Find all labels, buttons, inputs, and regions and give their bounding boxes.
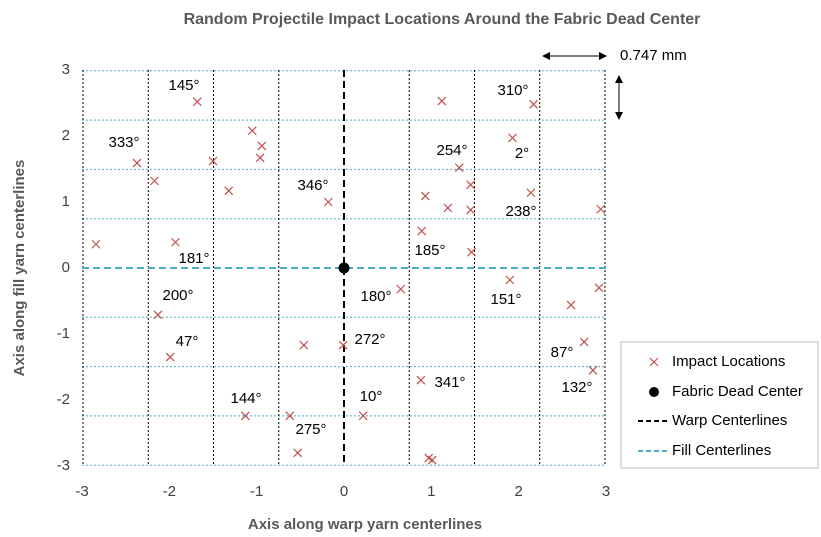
impact-marker [596, 204, 606, 214]
impact-marker [443, 203, 453, 213]
impact-marker [454, 163, 464, 173]
impact-marker [150, 176, 159, 186]
angle-annotation: 333° [108, 134, 139, 151]
angle-annotation: 341° [434, 374, 465, 391]
x-tick-label: 3 [602, 483, 610, 500]
impact-marker [594, 283, 604, 293]
angle-annotation: 181° [178, 250, 209, 267]
angle-annotation: 180° [360, 288, 391, 305]
impact-marker [132, 158, 142, 168]
impact-marker [417, 226, 427, 236]
angle-annotation: 272° [354, 331, 385, 348]
impact-marker [338, 340, 348, 350]
impact-marker [466, 180, 476, 190]
legend-label: Warp Centerlines [672, 412, 787, 429]
angle-annotation: 145° [168, 77, 199, 94]
impact-marker [165, 352, 175, 362]
impact-marker [529, 99, 538, 109]
y-tick-label: 3 [62, 61, 70, 78]
impact-marker [247, 126, 257, 136]
angle-annotation: 10° [360, 388, 383, 405]
impact-marker [171, 237, 180, 247]
impact-marker [192, 97, 202, 107]
x-tick-label: -2 [163, 483, 176, 500]
legend-marker [649, 357, 659, 367]
angle-annotation: 346° [297, 177, 328, 194]
impact-marker [285, 411, 295, 421]
impact-marker [299, 340, 309, 350]
legend-marker [649, 387, 659, 397]
impact-marker [508, 133, 517, 143]
impact-marker [466, 205, 476, 215]
angle-annotation: 151° [490, 291, 521, 308]
impact-marker [416, 375, 426, 385]
impact-marker [420, 191, 430, 201]
impact-marker [505, 275, 515, 285]
angle-annotation: 87° [551, 344, 574, 361]
legend-label: Impact Locations [672, 353, 785, 370]
x-axis-label: Axis along warp yarn centerlines [248, 516, 482, 533]
angle-annotation: 47° [176, 333, 199, 350]
impact-marker [240, 411, 250, 421]
x-tick-label: 1 [427, 483, 435, 500]
impact-marker [293, 448, 303, 458]
angle-annotation: 310° [497, 82, 528, 99]
impact-marker [437, 96, 447, 106]
y-tick-label: -3 [57, 457, 70, 474]
y-tick-label: -1 [57, 325, 70, 342]
impact-marker [358, 411, 368, 421]
y-tick-label: 1 [62, 193, 70, 210]
impact-marker [255, 153, 265, 163]
y-tick-label: 2 [62, 127, 70, 144]
impact-marker [566, 300, 576, 310]
impact-marker [257, 141, 267, 151]
spacing-label: 0.747 mm [620, 47, 687, 64]
x-tick-label: 0 [340, 483, 348, 500]
impact-marker [427, 455, 437, 465]
impact-marker [467, 247, 476, 257]
angle-annotation: 275° [295, 421, 326, 438]
impact-marker [323, 197, 333, 207]
impact-marker [91, 239, 101, 249]
impact-marker [208, 156, 218, 166]
impact-marker [224, 186, 234, 196]
angle-annotation: 2° [515, 145, 529, 162]
angle-annotation: 254° [436, 142, 467, 159]
y-tick-label: 0 [62, 259, 70, 276]
x-tick-label: 2 [514, 483, 522, 500]
impact-marker [153, 310, 163, 320]
x-tick-label: -1 [250, 483, 263, 500]
angle-annotation: 200° [162, 287, 193, 304]
impact-marker [579, 337, 589, 347]
angle-annotation: 144° [230, 390, 261, 407]
y-tick-label: -2 [57, 391, 70, 408]
legend-label: Fabric Dead Center [672, 383, 803, 400]
angle-annotation: 132° [561, 379, 592, 396]
impact-marker [526, 188, 536, 198]
legend-label: Fill Centerlines [672, 442, 771, 459]
impact-marker [588, 365, 598, 375]
y-axis-label: Axis along fill yarn centerlines [11, 160, 28, 377]
angle-annotation: 185° [414, 242, 445, 259]
center-marker [338, 262, 350, 274]
impact-marker [396, 284, 406, 294]
x-tick-label: -3 [75, 483, 88, 500]
chart-title: Random Projectile Impact Locations Aroun… [184, 11, 701, 28]
angle-annotation: 238° [505, 203, 536, 220]
